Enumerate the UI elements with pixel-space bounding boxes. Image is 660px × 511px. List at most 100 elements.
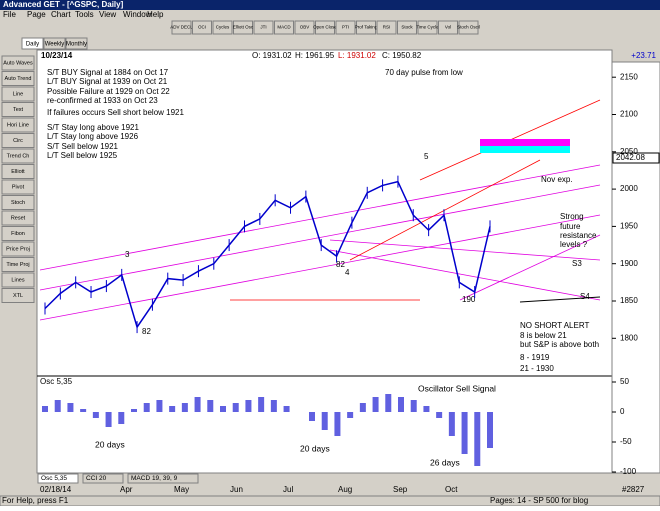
chart-area bbox=[36, 49, 613, 474]
osc-bar bbox=[347, 412, 354, 418]
menu-item[interactable]: Window bbox=[123, 10, 152, 19]
price-tick-label: 2050 bbox=[620, 147, 638, 156]
osc-bar bbox=[118, 412, 125, 424]
price-line bbox=[44, 180, 491, 329]
date-label: Jun bbox=[230, 485, 243, 494]
tool-button[interactable] bbox=[1, 195, 35, 210]
osc-bar bbox=[436, 412, 443, 418]
tool-button[interactable] bbox=[1, 210, 35, 226]
tool-button[interactable] bbox=[1, 241, 35, 257]
osc-tick-label: 0 bbox=[620, 407, 625, 416]
osc-bar bbox=[270, 400, 277, 412]
toolbar-button[interactable] bbox=[417, 20, 438, 35]
tool-button[interactable] bbox=[1, 71, 35, 86]
tab-label: Monthly bbox=[66, 42, 87, 48]
tool-label: Pivot bbox=[12, 184, 25, 190]
menu-item[interactable]: View bbox=[99, 10, 116, 19]
menu-item[interactable]: Page bbox=[27, 10, 46, 19]
toolbar-label: Stock bbox=[401, 25, 413, 30]
date-label: May bbox=[174, 485, 189, 494]
tool-button[interactable] bbox=[1, 257, 35, 272]
panel-tab[interactable] bbox=[127, 473, 199, 484]
annotation: S/T Sell below 1921 bbox=[47, 142, 119, 151]
osc-bar bbox=[80, 409, 87, 412]
tool-button[interactable] bbox=[1, 226, 35, 241]
tool-button[interactable] bbox=[1, 288, 35, 303]
toolbar-label: Stoch Oscil bbox=[457, 25, 480, 30]
price-tick-label: 1800 bbox=[620, 333, 638, 342]
toolbar-button[interactable] bbox=[315, 20, 335, 35]
tool-button[interactable] bbox=[1, 179, 35, 195]
toolbar-button[interactable] bbox=[233, 20, 253, 35]
osc-bar bbox=[194, 397, 201, 412]
tool-label: Time Proj bbox=[6, 262, 29, 268]
annotation: 8 - 1919 bbox=[520, 353, 550, 362]
close: C: 1950.82 bbox=[382, 51, 422, 60]
osc-tick-label: -100 bbox=[620, 467, 637, 476]
toolbar-button[interactable] bbox=[274, 20, 294, 35]
toolbar-button[interactable] bbox=[356, 20, 376, 35]
annotation: L/T BUY Signal at 1939 on Oct 21 bbox=[47, 77, 168, 86]
tool-label: Hori Line bbox=[7, 122, 29, 128]
change: +23.71 bbox=[631, 51, 656, 60]
tool-label: Line bbox=[13, 91, 23, 97]
menu-item[interactable]: Help bbox=[147, 10, 164, 19]
annotation: L/T Sell below 1925 bbox=[47, 151, 118, 160]
toolbar-button[interactable] bbox=[294, 20, 315, 35]
toolbar-button[interactable] bbox=[192, 20, 212, 35]
panel-tab[interactable] bbox=[37, 473, 79, 484]
toolbar-button[interactable] bbox=[171, 20, 192, 35]
low: L: 1931.02 bbox=[338, 51, 376, 60]
toolbar-button[interactable] bbox=[335, 20, 356, 35]
osc-bar bbox=[423, 406, 430, 412]
annotation: resistance bbox=[560, 231, 597, 240]
tool-button[interactable] bbox=[1, 148, 35, 164]
tool-button[interactable] bbox=[1, 102, 35, 117]
tool-label: XTL bbox=[13, 293, 23, 299]
panel-tab-label: CCI 20 bbox=[86, 475, 107, 482]
tab[interactable] bbox=[65, 37, 88, 50]
menu-item[interactable]: File bbox=[3, 10, 16, 19]
tool-button[interactable] bbox=[1, 55, 35, 71]
annotation: If failures occurs Sell short below 1921 bbox=[47, 108, 185, 117]
menu-item[interactable]: Tools bbox=[75, 10, 94, 19]
toolbar-button[interactable] bbox=[376, 20, 397, 35]
osc-bar bbox=[54, 400, 61, 412]
toolbar-button[interactable] bbox=[397, 20, 417, 35]
menu-item[interactable]: Chart bbox=[51, 10, 71, 19]
tool-label: Trend Ch bbox=[7, 153, 30, 159]
tool-button[interactable] bbox=[1, 164, 35, 179]
tool-label: Lines bbox=[11, 277, 24, 283]
toolbar-label: PTI bbox=[342, 25, 349, 30]
osc-bar bbox=[448, 412, 455, 436]
toolbar-label: MACD bbox=[277, 25, 291, 30]
annotation: L/T Stay long above 1926 bbox=[47, 132, 139, 141]
tool-label: Price Proj bbox=[6, 246, 30, 252]
tool-label: Stoch bbox=[11, 200, 25, 206]
osc-bar bbox=[42, 406, 48, 412]
toolbar-button[interactable] bbox=[253, 20, 274, 35]
toolbar-button[interactable] bbox=[438, 20, 458, 35]
osc-bar bbox=[67, 403, 74, 412]
tool-button[interactable] bbox=[1, 133, 35, 148]
tool-button[interactable] bbox=[1, 86, 35, 102]
tab[interactable] bbox=[43, 37, 66, 50]
annotation: levels ? bbox=[560, 240, 588, 249]
trend-lines bbox=[39, 164, 601, 321]
toolbar-label: JTI bbox=[260, 25, 266, 30]
annotation: 4 bbox=[345, 268, 350, 277]
osc-annotation: Oscillator Sell Signal bbox=[418, 383, 496, 393]
tab[interactable] bbox=[21, 37, 44, 50]
toolbar-button[interactable] bbox=[458, 20, 479, 35]
open: O: 1931.02 bbox=[252, 51, 292, 60]
annotation: S/T BUY Signal at 1884 on Oct 17 bbox=[47, 68, 169, 77]
tab-label: Daily bbox=[26, 42, 39, 48]
toolbar-button[interactable] bbox=[212, 20, 233, 35]
tool-label: Reset bbox=[11, 215, 26, 221]
tool-button[interactable] bbox=[1, 272, 35, 288]
annotation: 70 day pulse from low bbox=[385, 68, 463, 77]
panel-tab[interactable] bbox=[82, 473, 124, 484]
osc-tick-label: -50 bbox=[620, 437, 632, 446]
tool-button[interactable] bbox=[1, 117, 35, 133]
